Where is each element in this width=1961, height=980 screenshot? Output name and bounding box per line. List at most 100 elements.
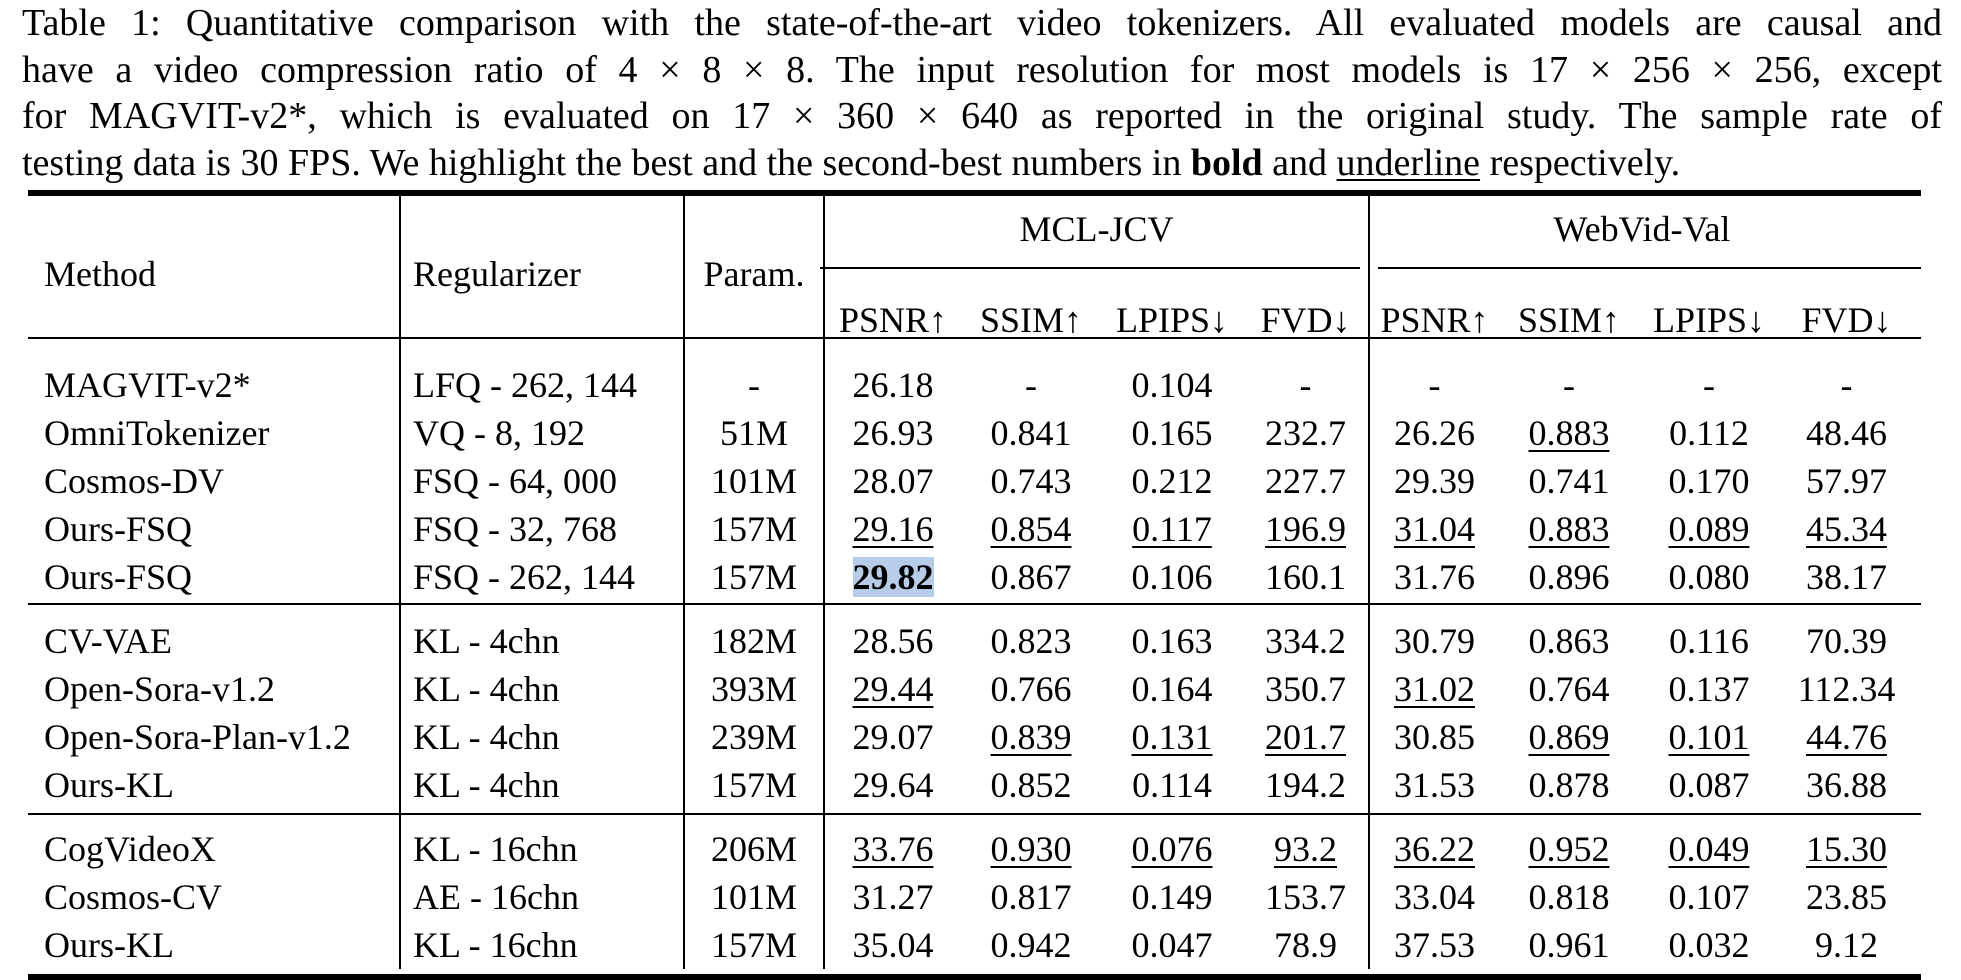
metric-cell-text: -: [1563, 365, 1575, 405]
method-cell: Ours-FSQ: [28, 505, 400, 553]
metric-cell: 78.9: [1243, 921, 1369, 969]
metric-cell: 0.087: [1639, 761, 1779, 809]
metric-cell-text: 57.97: [1806, 461, 1887, 501]
metric-cell: 201.7: [1243, 713, 1369, 761]
param-cell: 101M: [683, 457, 824, 505]
method-cell: Open-Sora-Plan-v1.2: [28, 713, 400, 761]
metric-cell-text: 0.942: [990, 925, 1072, 965]
metric-cell-text: 0.212: [1131, 461, 1213, 501]
metric-cell: 0.170: [1639, 457, 1779, 505]
table-row: CogVideoX KL - 16chn 206M 33.76 0.930 0.076 93…: [28, 825, 1914, 873]
metric-cell: 0.116: [1639, 617, 1779, 665]
metric-cell: 0.930: [961, 825, 1101, 873]
metric-cell-text: -: [1840, 365, 1853, 405]
method-cell-text: Cosmos-DV: [44, 461, 225, 501]
metric-cell-text: 29.16: [852, 509, 934, 549]
method-cell: Ours-KL: [28, 761, 400, 809]
group-spacer: [28, 601, 1914, 617]
metric-cell: 196.9: [1243, 505, 1369, 553]
metric-cell: 26.93: [823, 409, 961, 457]
method-cell: Ours-FSQ: [28, 553, 400, 601]
metric-cell-text: 334.2: [1265, 621, 1346, 661]
method-cell-text: Ours-KL: [44, 925, 174, 965]
metric-cell: 0.101: [1639, 713, 1779, 761]
metric-cell: 29.82: [823, 553, 961, 601]
metric-cell: 23.85: [1779, 873, 1914, 921]
metric-cell: 38.17: [1779, 553, 1914, 601]
regularizer-cell-text: KL - 4chn: [413, 717, 560, 757]
metric-cell-text: 0.117: [1132, 509, 1212, 549]
regularizer-cell-text: FSQ - 32, 768: [413, 509, 618, 549]
metric-cell-text: 35.04: [852, 925, 934, 965]
metric-cell: -: [1368, 361, 1499, 409]
metric-cell-text: 0.766: [990, 669, 1072, 709]
metric-cell-text: 0.137: [1668, 669, 1750, 709]
metric-cell: 31.02: [1368, 665, 1499, 713]
metric-cell: 0.104: [1101, 361, 1243, 409]
metric-cell: 29.07: [823, 713, 961, 761]
metric-cell-text: -: [1299, 365, 1312, 405]
table-row: Cosmos-DV FSQ - 64, 000 101M 28.07 0.743 0.21…: [28, 457, 1914, 505]
results-table: Method Regularizer Param. MCL-JCV WebVid…: [28, 190, 1914, 969]
metric-cell: 0.952: [1499, 825, 1639, 873]
metric-cell: 0.080: [1639, 553, 1779, 601]
metric-cell-text: 48.46: [1806, 413, 1887, 453]
regularizer-cell: KL - 4chn: [399, 713, 684, 761]
header-metric: SSIM↑: [979, 299, 1083, 340]
metric-cell-text: -: [1428, 365, 1441, 405]
param-cell: 157M: [683, 553, 824, 601]
metric-cell-text: 0.930: [990, 829, 1072, 869]
regularizer-cell: FSQ - 64, 000: [399, 457, 684, 505]
regularizer-cell-text: AE - 16chn: [413, 877, 579, 917]
metric-cell-text: 0.883: [1528, 509, 1610, 549]
metric-cell-text: 0.170: [1668, 461, 1750, 501]
param-cell: 101M: [683, 873, 824, 921]
table-row: MAGVIT-v2* LFQ - 262, 144 - 26.18 - 0.104 - - - -…: [28, 361, 1914, 409]
table-row: OmniTokenizer VQ - 8, 192 51M 26.93 0.841 0.1…: [28, 409, 1914, 457]
header-metric: LPIPS↓: [1115, 299, 1229, 340]
regularizer-cell-text: KL - 4chn: [413, 765, 560, 805]
metric-cell: 0.863: [1499, 617, 1639, 665]
metric-cell: 0.869: [1499, 713, 1639, 761]
metric-cell: 0.106: [1101, 553, 1243, 601]
group-rule-2: [28, 813, 1921, 815]
metric-cell: 48.46: [1779, 409, 1914, 457]
metric-cell-text: 0.164: [1131, 669, 1213, 709]
metric-cell-text: 0.741: [1528, 461, 1610, 501]
metric-cell-text: 0.961: [1528, 925, 1610, 965]
method-cell: Cosmos-CV: [28, 873, 400, 921]
metric-cell: 227.7: [1243, 457, 1369, 505]
metric-cell-text: 350.7: [1265, 669, 1346, 709]
regularizer-cell: KL - 4chn: [399, 761, 684, 809]
metric-cell: 9.12: [1779, 921, 1914, 969]
metric-cell-text: 0.818: [1528, 877, 1610, 917]
caption-line-3: for MAGVIT-v2*, which is evaluated on 17…: [22, 95, 1942, 137]
group-rule-mcl-jcv: [820, 267, 1360, 269]
group-spacer: [28, 809, 1914, 825]
metric-cell-text: 0.743: [990, 461, 1072, 501]
metric-cell-text: 0.032: [1668, 925, 1750, 965]
metric-cell-text: -: [1025, 365, 1037, 405]
metric-cell-text: 0.163: [1131, 621, 1213, 661]
param-cell: 157M: [683, 505, 824, 553]
metric-cell-text: 0.165: [1131, 413, 1213, 453]
metric-cell-text: 37.53: [1394, 925, 1475, 965]
metric-cell: 194.2: [1243, 761, 1369, 809]
metric-cell-text: 196.9: [1265, 509, 1346, 549]
metric-cell: 0.817: [961, 873, 1101, 921]
metric-cell: 0.047: [1101, 921, 1243, 969]
param-cell-text: 157M: [710, 925, 797, 965]
metric-cell: 112.34: [1779, 665, 1914, 713]
header-row-1: Method Regularizer Param. MCL-JCV WebVid…: [28, 190, 1914, 349]
method-cell-text: Cosmos-CV: [44, 877, 223, 917]
method-cell-text: CV-VAE: [44, 621, 173, 661]
metric-cell: 0.961: [1499, 921, 1639, 969]
method-cell-text: MAGVIT-v2*: [44, 365, 251, 405]
param-cell: 157M: [683, 921, 824, 969]
metric-cell: 0.766: [961, 665, 1101, 713]
metric-cell-text: 153.7: [1265, 877, 1346, 917]
table-caption: Table 1: Quantitative comparison with th…: [22, 0, 1942, 186]
metric-cell-text: 31.02: [1394, 669, 1475, 709]
param-cell: 239M: [683, 713, 824, 761]
caption-line-1: Table 1: Quantitative comparison with th…: [22, 2, 1942, 44]
